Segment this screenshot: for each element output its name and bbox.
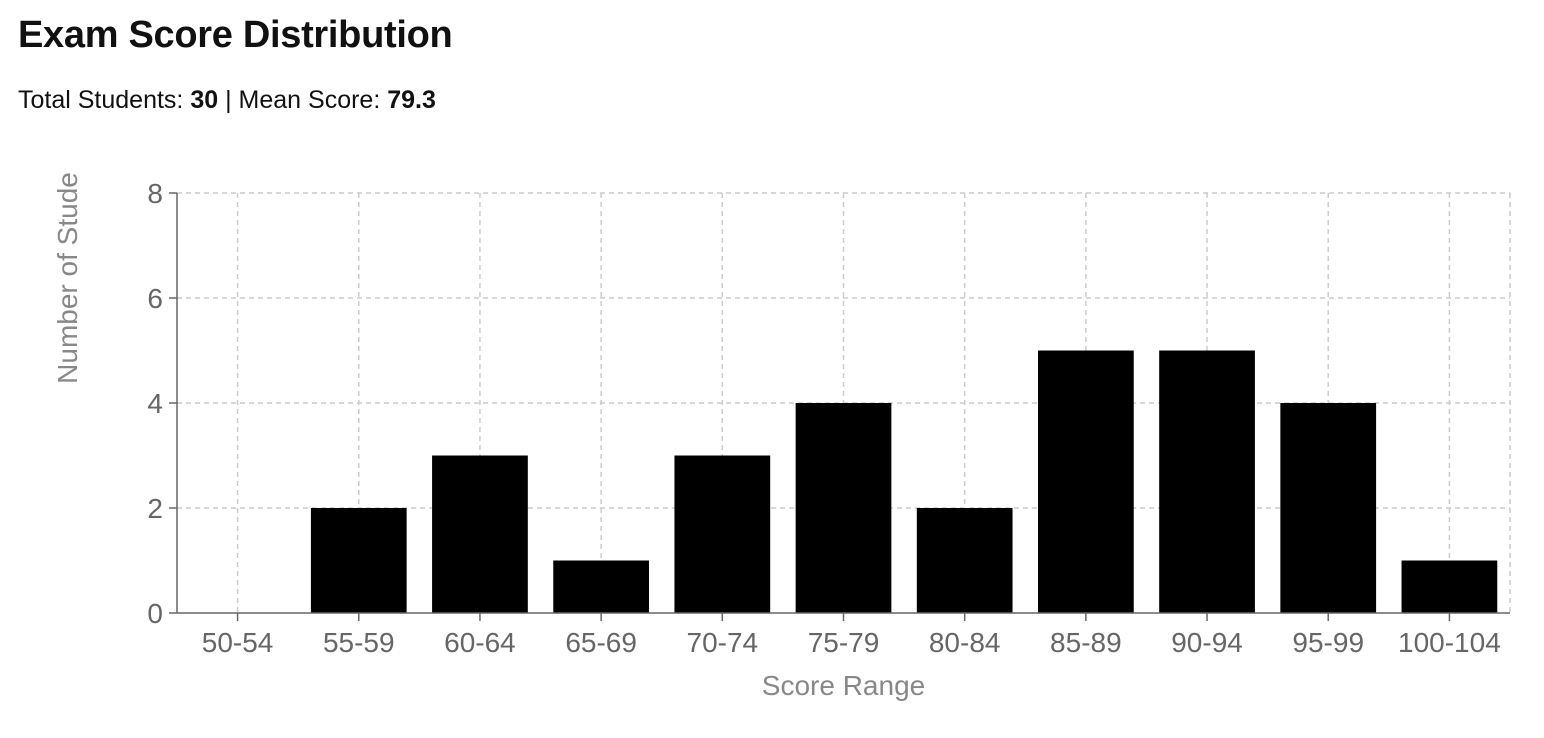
x-tick-label: 60-64 bbox=[444, 627, 516, 658]
bar-60-64 bbox=[432, 455, 528, 613]
total-students-label: Total Students: bbox=[18, 86, 191, 114]
x-tick-label: 50-54 bbox=[202, 627, 274, 658]
summary-line: Total Students: 30 | Mean Score: 79.3 bbox=[18, 86, 436, 115]
x-tick-label: 65-69 bbox=[565, 627, 637, 658]
y-axis-label: Number of Stude bbox=[52, 172, 83, 384]
x-tick-label: 85-89 bbox=[1050, 627, 1122, 658]
x-tick-label: 80-84 bbox=[929, 627, 1001, 658]
x-tick-label: 70-74 bbox=[687, 627, 759, 658]
bar-55-59 bbox=[310, 508, 407, 613]
y-tick-label: 0 bbox=[147, 598, 163, 629]
mean-score-value: 79.3 bbox=[387, 86, 436, 114]
bar-70-74 bbox=[674, 455, 771, 613]
bar-90-94 bbox=[1159, 350, 1255, 613]
bar-95-99 bbox=[1280, 403, 1377, 613]
bar-100-104 bbox=[1401, 560, 1498, 613]
bar-80-84 bbox=[916, 508, 1013, 613]
y-tick-label: 4 bbox=[147, 388, 163, 419]
chart-title: Exam Score Distribution bbox=[18, 14, 453, 56]
x-tick-label: 100-104 bbox=[1398, 627, 1501, 658]
axes: 0 2 4 6 8 50-54 55-59 60-64 65-69 70-74 75-79 80-84… bbox=[147, 178, 1510, 658]
bar-85-89 bbox=[1037, 350, 1134, 613]
y-tick-label: 6 bbox=[147, 283, 163, 314]
x-axis-label: Score Range bbox=[762, 670, 925, 701]
summary-separator: | bbox=[218, 86, 239, 114]
x-tick-label: 75-79 bbox=[808, 627, 880, 658]
x-tick-label: 55-59 bbox=[323, 627, 395, 658]
bar-75-79 bbox=[795, 403, 892, 613]
bar-65-69 bbox=[553, 560, 650, 613]
bars bbox=[310, 350, 1498, 613]
total-students-value: 30 bbox=[190, 86, 219, 114]
y-tick-label: 8 bbox=[147, 178, 163, 209]
y-tick-label: 2 bbox=[147, 493, 163, 524]
x-tick-label: 90-94 bbox=[1171, 627, 1243, 658]
mean-score-label: Mean Score: bbox=[238, 86, 388, 114]
x-tick-label: 95-99 bbox=[1292, 627, 1364, 658]
